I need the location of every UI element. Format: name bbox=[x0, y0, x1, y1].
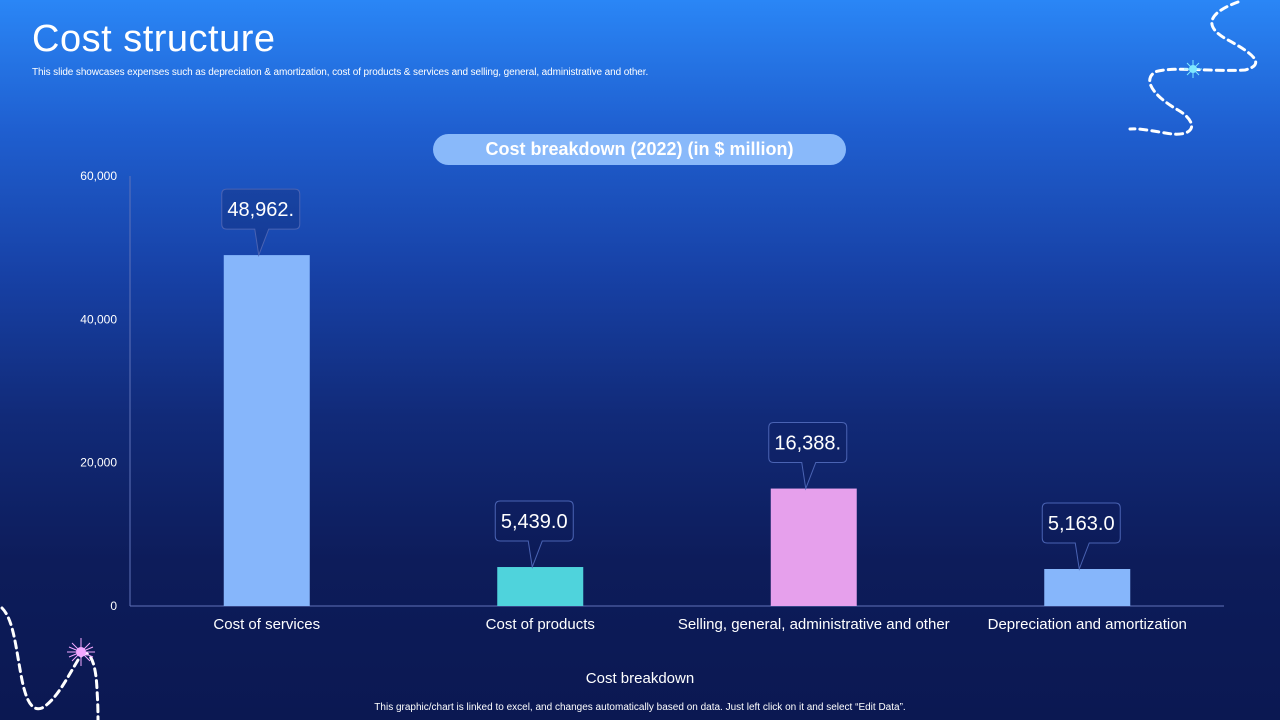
data-label-callout bbox=[221, 188, 301, 258]
chart-title: Cost breakdown (2022) (in $ million) bbox=[433, 134, 846, 165]
y-tick-label: 20,000 bbox=[80, 456, 117, 470]
y-tick-label: 40,000 bbox=[80, 312, 117, 326]
data-label: 48,962. bbox=[227, 199, 294, 221]
data-label-callout bbox=[768, 422, 848, 491]
data-label: 5,439.0 bbox=[501, 511, 568, 533]
x-axis-title: Cost breakdown bbox=[586, 670, 694, 687]
bar bbox=[1044, 568, 1131, 606]
data-label-callout bbox=[1041, 502, 1121, 571]
y-tick-label: 0 bbox=[110, 599, 117, 613]
bar bbox=[770, 488, 857, 606]
data-label: 16,388. bbox=[774, 433, 841, 455]
bar bbox=[497, 567, 584, 606]
x-tick-label: Cost of services bbox=[213, 616, 320, 633]
bar bbox=[223, 255, 310, 607]
x-tick-label: Selling, general, administrative and oth… bbox=[678, 616, 950, 633]
data-label-callout bbox=[494, 500, 574, 569]
y-tick-label: 60,000 bbox=[80, 169, 117, 183]
data-label: 5,163.0 bbox=[1048, 513, 1115, 535]
footer-note: This graphic/chart is linked to excel, a… bbox=[374, 702, 906, 713]
x-tick-label: Depreciation and amortization bbox=[988, 616, 1187, 633]
page-subtitle: This slide showcases expenses such as de… bbox=[32, 67, 649, 78]
page-title: Cost structure bbox=[32, 18, 276, 60]
x-tick-label: Cost of products bbox=[486, 616, 595, 633]
